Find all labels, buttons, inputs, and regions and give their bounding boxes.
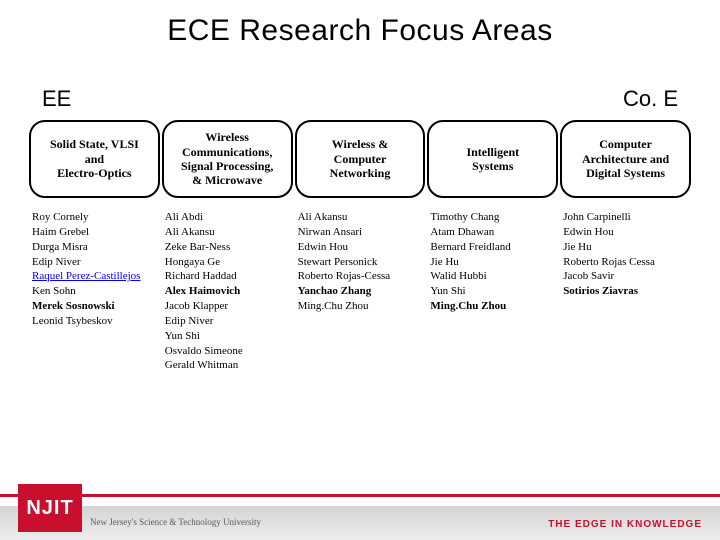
person-name: Jacob Savir bbox=[563, 269, 688, 284]
person-name: Roberto Rojas-Cessa bbox=[298, 269, 423, 284]
people-col-3: Timothy ChangAtam DhawanBernard Freidlan… bbox=[426, 210, 559, 373]
box-solid-state: Solid State, VLSIandElectro-Optics bbox=[29, 120, 160, 198]
person-name: Yun Shi bbox=[430, 284, 555, 299]
person-name: Ming.Chu Zhou bbox=[430, 299, 555, 314]
person-name: Sotirios Ziavras bbox=[563, 284, 688, 299]
people-col-0: Roy CornelyHaim GrebelDurga MisraEdip Ni… bbox=[28, 210, 161, 373]
person-name: Jie Hu bbox=[563, 240, 688, 255]
person-name: Edwin Hou bbox=[563, 225, 688, 240]
people-col-4: John CarpinelliEdwin HouJie HuRoberto Ro… bbox=[559, 210, 692, 373]
person-name: Ming.Chu Zhou bbox=[298, 299, 423, 314]
person-name: Roberto Rojas Cessa bbox=[563, 255, 688, 270]
page-title: ECE Research Focus Areas bbox=[0, 0, 720, 86]
logo-block: NJIT New Jersey's Science & Technology U… bbox=[18, 484, 261, 532]
person-name: Atam Dhawan bbox=[430, 225, 555, 240]
people-col-1: Ali AbdiAli AkansuZeke Bar-NessHongaya G… bbox=[161, 210, 294, 373]
person-name: Stewart Personick bbox=[298, 255, 423, 270]
person-name: Jie Hu bbox=[430, 255, 555, 270]
person-name[interactable]: Raquel Perez-Castillejos bbox=[32, 269, 157, 284]
person-name: Ali Abdi bbox=[165, 210, 290, 225]
person-name: Bernard Freidland bbox=[430, 240, 555, 255]
person-name: Edip Niver bbox=[32, 255, 157, 270]
person-name: Timothy Chang bbox=[430, 210, 555, 225]
person-name: Merek Sosnowski bbox=[32, 299, 157, 314]
person-name: Hongaya Ge bbox=[165, 255, 290, 270]
person-name: Jacob Klapper bbox=[165, 299, 290, 314]
focus-boxes: Solid State, VLSIandElectro-Optics Wirel… bbox=[0, 120, 720, 198]
person-name: Alex Haimovich bbox=[165, 284, 290, 299]
footer: NJIT New Jersey's Science & Technology U… bbox=[0, 494, 720, 540]
people-col-2: Ali AkansuNirwan AnsariEdwin HouStewart … bbox=[294, 210, 427, 373]
person-name: Walid Hubbi bbox=[430, 269, 555, 284]
box-wireless-comm: WirelessCommunications,Signal Processing… bbox=[162, 120, 293, 198]
person-name: Ken Sohn bbox=[32, 284, 157, 299]
headers-row: EE Co. E bbox=[0, 86, 720, 120]
person-name: Roy Cornely bbox=[32, 210, 157, 225]
header-coe: Co. E bbox=[623, 86, 678, 112]
box-intelligent-systems: IntelligentSystems bbox=[427, 120, 558, 198]
person-name: Yun Shi bbox=[165, 329, 290, 344]
person-name: Gerald Whitman bbox=[165, 358, 290, 373]
person-name: John Carpinelli bbox=[563, 210, 688, 225]
tagline: THE EDGE IN KNOWLEDGE bbox=[548, 519, 702, 530]
person-name: Edwin Hou bbox=[298, 240, 423, 255]
person-name: Haim Grebel bbox=[32, 225, 157, 240]
person-name: Yanchao Zhang bbox=[298, 284, 423, 299]
header-ee: EE bbox=[42, 86, 71, 112]
person-name: Osvaldo Simeone bbox=[165, 344, 290, 359]
njit-logo: NJIT bbox=[18, 484, 82, 532]
person-name: Durga Misra bbox=[32, 240, 157, 255]
people-columns: Roy CornelyHaim GrebelDurga MisraEdip Ni… bbox=[0, 198, 720, 373]
person-name: Richard Haddad bbox=[165, 269, 290, 284]
person-name: Ali Akansu bbox=[165, 225, 290, 240]
logo-subtitle: New Jersey's Science & Technology Univer… bbox=[90, 518, 261, 528]
person-name: Ali Akansu bbox=[298, 210, 423, 225]
person-name: Nirwan Ansari bbox=[298, 225, 423, 240]
box-wireless-networking: Wireless &ComputerNetworking bbox=[295, 120, 426, 198]
person-name: Leonid Tsybeskov bbox=[32, 314, 157, 329]
box-computer-arch: ComputerArchitecture andDigital Systems bbox=[560, 120, 691, 198]
person-name: Zeke Bar-Ness bbox=[165, 240, 290, 255]
person-name: Edip Niver bbox=[165, 314, 290, 329]
